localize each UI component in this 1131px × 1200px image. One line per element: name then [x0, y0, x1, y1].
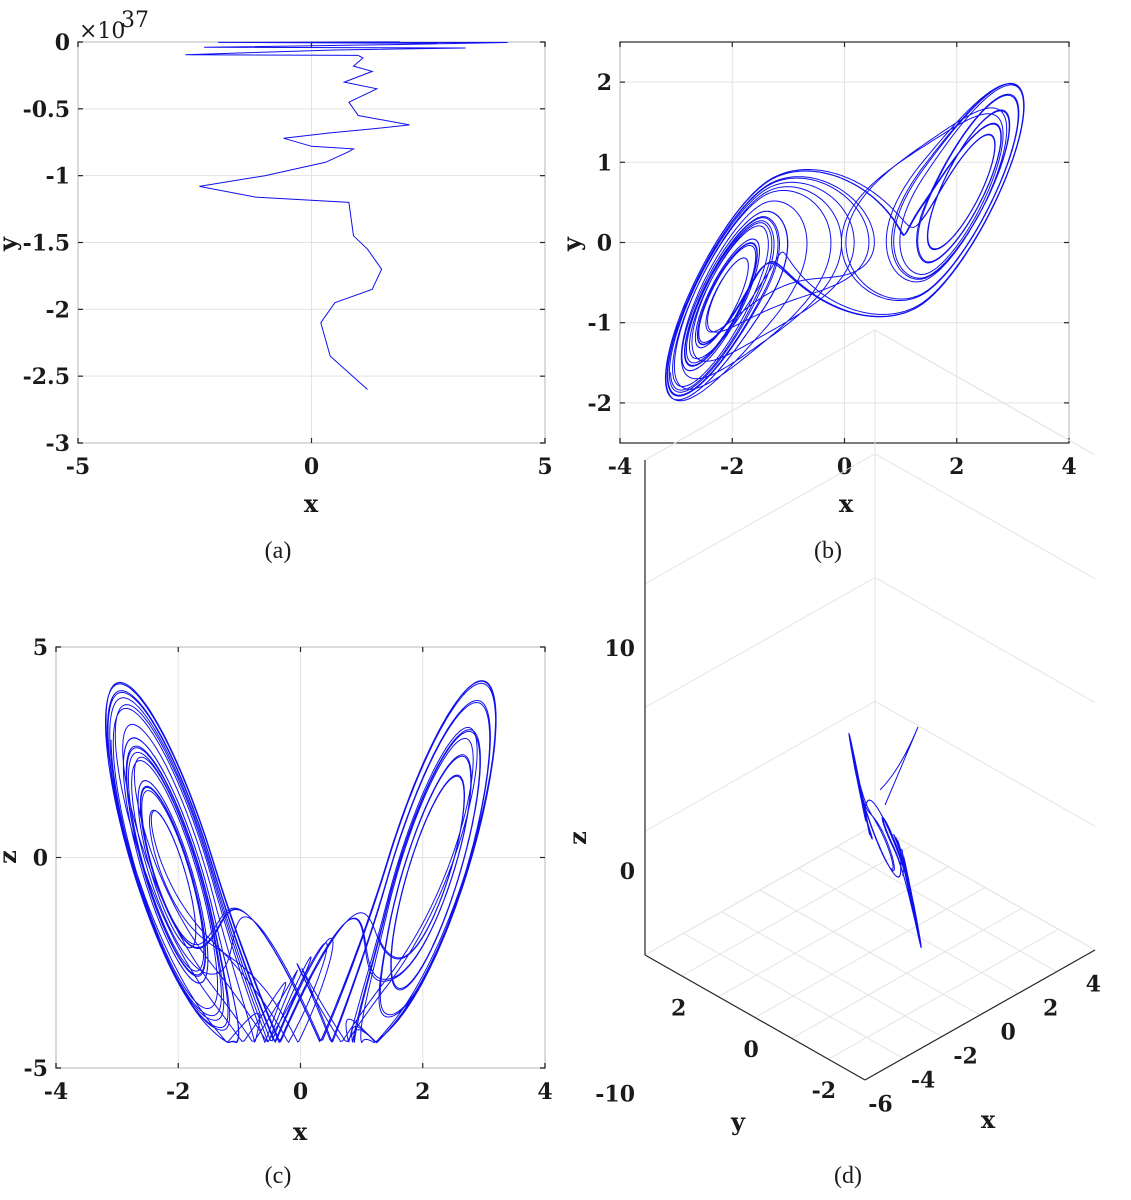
z-axis-label-c: z	[0, 850, 22, 864]
x-tick-label: -2	[166, 1079, 190, 1105]
x-tick-label-d: 0	[1000, 1019, 1015, 1045]
x-tick-label: -4	[44, 1079, 68, 1105]
x-tick-label: -5	[66, 454, 90, 480]
x-axis-label-c: x	[293, 1117, 308, 1146]
y-axis-label-d: y	[730, 1107, 746, 1136]
x-axis-label-b: x	[839, 489, 854, 518]
x-axis-label-a: x	[304, 489, 319, 518]
y-tick-label: -3	[46, 431, 70, 457]
wall-gridline	[644, 329, 876, 461]
x-tick-label: 2	[949, 454, 964, 480]
ticks-c: -4 -2 0 2 4 5 0 -5	[24, 635, 553, 1105]
wall-gridline	[874, 824, 1096, 951]
wall-gridline	[874, 700, 1096, 827]
z-axis-label-d: z	[563, 831, 592, 845]
grid-a	[77, 41, 546, 444]
caption-a: (a)	[265, 538, 292, 564]
y-axis-line	[644, 954, 866, 1081]
panel-c-attractor-xz: -4 -2 0 2 4 5 0 -5 x z (c)	[0, 635, 553, 1189]
wall-gridline	[644, 453, 876, 585]
y-axis-label-b: y	[557, 236, 586, 252]
z-tick-label-d: -10	[595, 1082, 635, 1108]
panel-d-attractor-3d: -6 -4 -2 0 2 4 2 0 -2 10 0 -10 x y z (d)	[563, 329, 1101, 1189]
attractor-line-b	[664, 82, 1025, 402]
y-tick-label: -2.5	[23, 364, 70, 390]
x-tick-label: 4	[1061, 454, 1076, 480]
trajectory-b	[664, 82, 1025, 402]
x-tick-label: 0	[304, 454, 319, 480]
caption-c: (c)	[265, 1163, 292, 1189]
x-tick-label: -4	[608, 454, 632, 480]
x-tick-label-d: -2	[953, 1043, 977, 1069]
trajectory-a	[185, 41, 508, 390]
y-tick-label: 1	[597, 150, 612, 176]
floor-gridline	[681, 845, 912, 977]
y-tick-label: 2	[597, 70, 612, 96]
x-tick-label: -2	[720, 454, 744, 480]
y-tick-label: -1.5	[23, 231, 70, 257]
y-exponent-prefix: ×10	[79, 19, 125, 44]
attractor-tail-d	[879, 726, 919, 806]
panel-b-attractor-xy: -4 -2 0 2 4 2 1 0 -1 -2 x y (b)	[557, 41, 1077, 564]
caption-b: (b)	[814, 538, 842, 564]
y-tick-label: 0	[33, 846, 48, 872]
y-tick-label-d: -2	[812, 1078, 836, 1104]
x-tick-label: 0	[837, 454, 852, 480]
y-tick-label: -1	[588, 311, 612, 337]
x-axis-label-d: x	[981, 1105, 996, 1134]
trajectory-c	[105, 680, 497, 1044]
y-axis-label-a: y	[0, 236, 22, 252]
x-tick-label: 5	[537, 454, 552, 480]
wall-gridline	[874, 453, 1096, 580]
y-tick-label: -2	[46, 297, 70, 323]
caption-d: (d)	[834, 1163, 862, 1189]
attractor-line-d	[848, 732, 922, 949]
ticks-b: -4 -2 0 2 4 2 1 0 -1 -2	[588, 42, 1077, 480]
x-axis-line	[864, 949, 1096, 1081]
wall-gridline	[644, 577, 876, 708]
x-tick-label: 0	[293, 1079, 308, 1105]
z-tick-label-d: 0	[620, 859, 635, 885]
grid-b	[619, 42, 1070, 443]
panel-a-trajectory-xy-diverging: -5 0 5 0 -0.5 -1 -1.5 -2 -2.5 -3 ×10 37 x y (a)	[0, 8, 553, 564]
wall-gridline	[874, 577, 1096, 703]
x-tick-label-d: -4	[911, 1067, 935, 1093]
trajectory-d	[848, 726, 922, 949]
y-tick-label: -5	[24, 1056, 48, 1082]
y-tick-label: -0.5	[23, 97, 70, 123]
x-tick-label: 4	[537, 1079, 552, 1105]
x-tick-label: 2	[415, 1079, 430, 1105]
x-tick-label-d: -6	[868, 1092, 892, 1118]
wall-gridline	[874, 329, 1096, 456]
wall-gridline	[644, 700, 876, 832]
wall-gridline	[644, 824, 876, 956]
z-tick-label-d: 10	[604, 636, 635, 662]
ticks-a: -5 0 5 0 -0.5 -1 -1.5 -2 -2.5 -3	[23, 30, 553, 480]
attractor-line-c	[105, 680, 497, 1044]
y-tick-label: -2	[588, 391, 612, 417]
x-tick-label-d: 2	[1043, 995, 1058, 1021]
y-tick-label-d: 2	[671, 996, 686, 1022]
y-tick-label: 5	[33, 635, 48, 661]
ticks-d: -6 -4 -2 0 2 4 2 0 -2 10 0 -10	[595, 460, 1101, 1118]
x-tick-label-d: 4	[1086, 971, 1101, 997]
y-scale-exponent: 37	[121, 8, 149, 33]
y-tick-label: 0	[55, 30, 70, 56]
y-tick-label: -1	[46, 164, 70, 190]
y-tick-label-d: 0	[744, 1037, 759, 1063]
y-tick-label: 0	[597, 231, 612, 257]
